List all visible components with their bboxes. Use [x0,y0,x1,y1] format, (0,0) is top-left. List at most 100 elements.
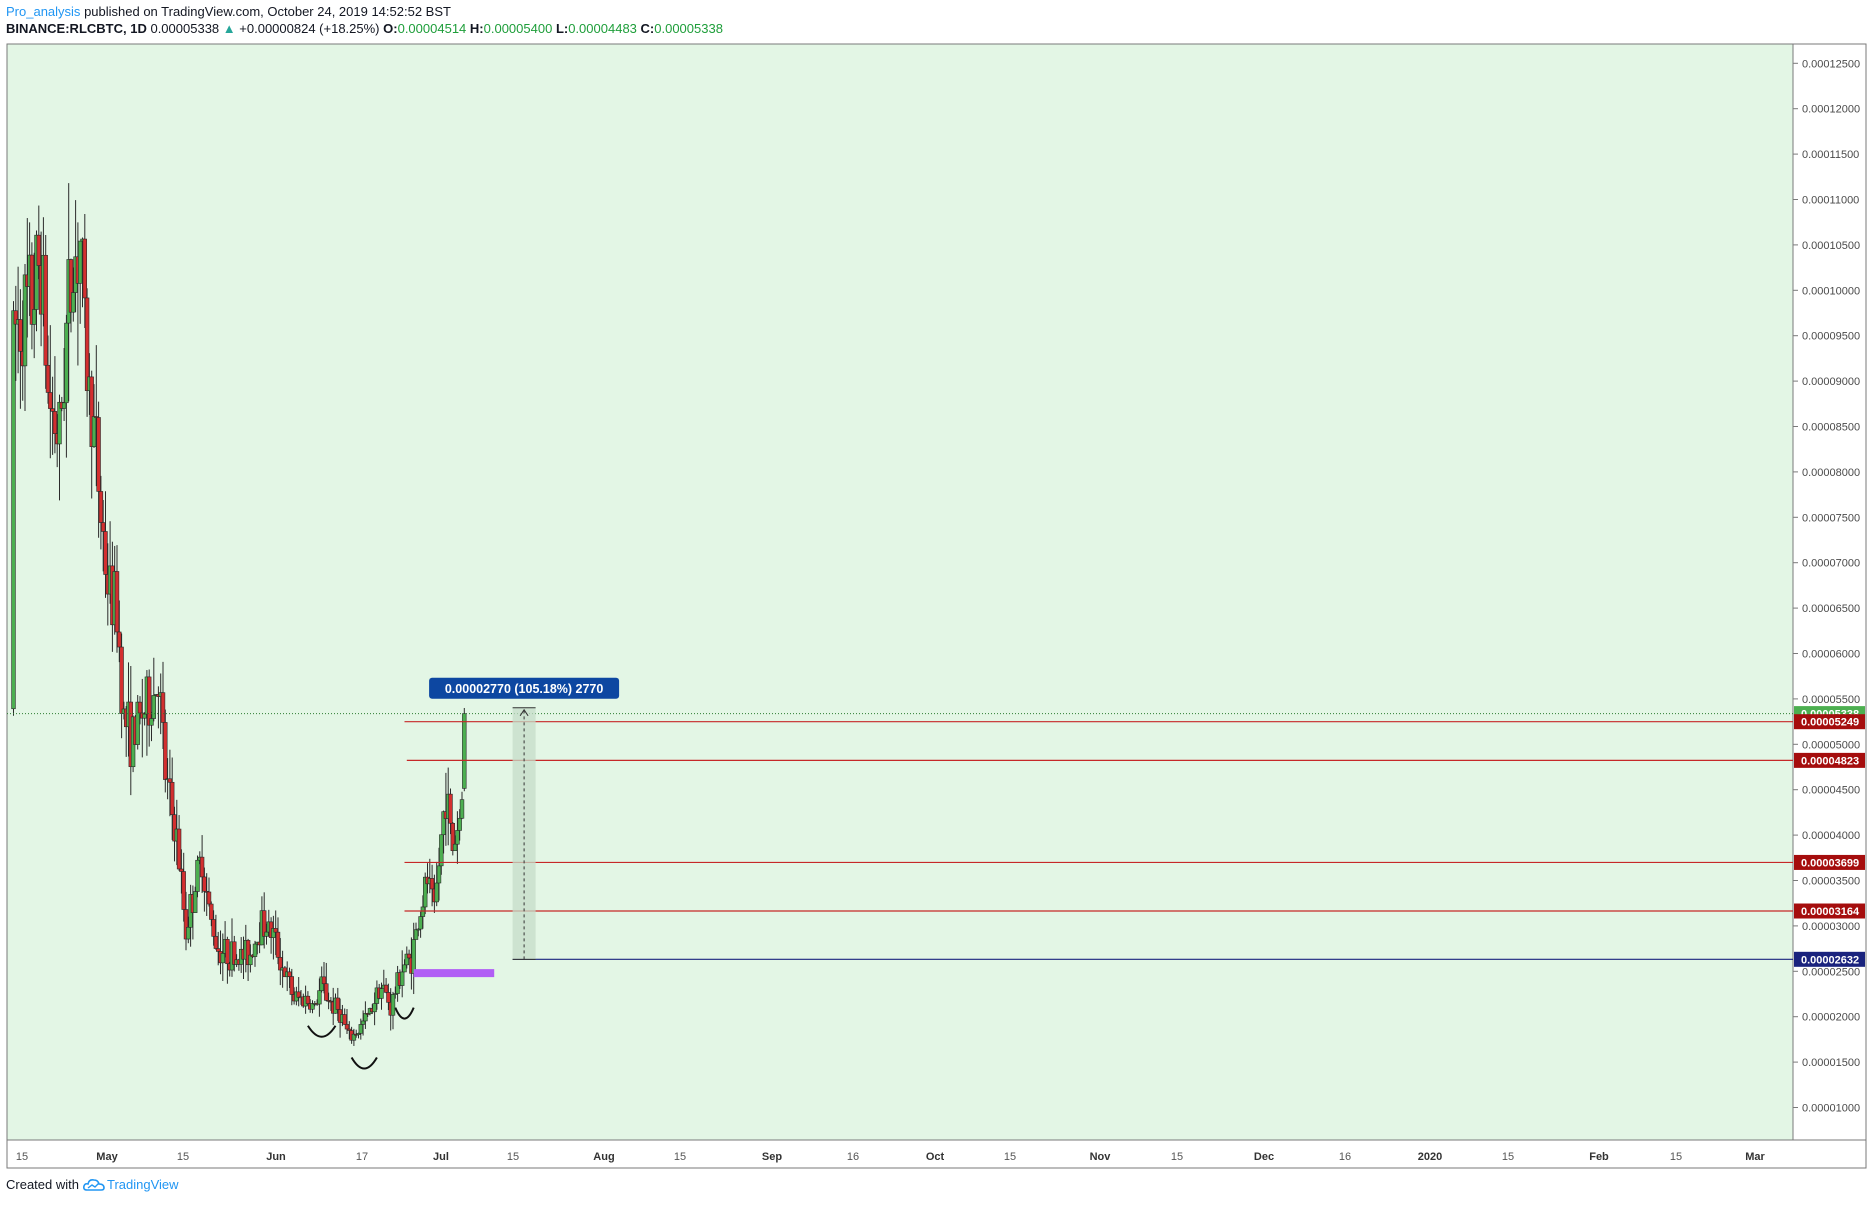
level-price-badge-bg [1794,903,1865,919]
bear-candle [342,1014,347,1025]
bear-candle [96,417,101,492]
pattern-arc [350,1057,378,1070]
bull-candle [360,1020,366,1025]
bear-candle [213,936,219,949]
level-price-badge: 0.00003164 [1801,906,1860,918]
time-tick-label: Dec [1254,1151,1274,1163]
close-label: C: [640,21,655,36]
symbol-label: BINANCE:RLCBTC, 1D [6,21,147,36]
time-tick-label: Feb [1589,1151,1609,1163]
price-tick-label: 0.00005500 [1802,694,1860,706]
bear-candle [179,868,184,872]
price-range-box [512,707,536,960]
bear-candle [176,828,182,870]
time-tick-label: 15 [674,1151,686,1163]
bull-candle [11,310,16,710]
time-tick-label: 15 [507,1151,519,1163]
bull-candle [379,988,384,999]
time-tick-label: 2020 [1418,1151,1442,1163]
time-tick-label: Sep [762,1151,782,1163]
price-tick-label: 0.00004000 [1802,830,1860,842]
time-scale[interactable] [6,1139,1867,1169]
bear-candle [289,976,294,995]
bear-candle [261,910,267,937]
bear-candle [163,722,168,780]
bull-candle [439,834,444,867]
price-badges: 0.000053380.000052490.000048230.00003699… [1794,706,1865,967]
bear-candle [232,941,237,965]
bull-candle [64,322,69,404]
time-tick-label: 15 [1502,1151,1514,1163]
price-tick-label: 0.00003000 [1802,921,1860,933]
bear-candle [275,931,281,958]
bear-candle [48,392,53,409]
price-tick-label: 0.00010000 [1802,285,1860,297]
bull-candle [358,1024,363,1034]
bear-candle [206,891,212,905]
bear-candle [101,522,106,532]
time-tick-label: 15 [1670,1151,1682,1163]
bull-candle [413,929,419,940]
close-value: 0.00005338 [654,21,723,36]
pattern-arc [307,1025,337,1038]
high-value: 0.00005400 [483,21,553,36]
price-tick-label: 0.00006500 [1802,603,1860,615]
price-tick-label: 0.00008500 [1802,422,1860,434]
bull-candle [418,916,423,930]
bull-candle [317,990,322,1005]
bull-candle [434,882,439,903]
bull-candle [195,859,200,892]
price-tick-label: 0.00007500 [1802,512,1860,524]
time-tick-label: 15 [177,1151,189,1163]
price-tick-label: 0.00012500 [1802,58,1860,70]
bull-candle [402,964,407,973]
time-tick-label: 16 [1339,1151,1351,1163]
time-tick-label: 15 [16,1151,28,1163]
bear-candle [202,876,207,892]
bear-candle [52,411,58,434]
price-tick-label: 0.00006000 [1802,649,1860,661]
price-tick-label: 0.00001500 [1802,1057,1860,1069]
bear-candle [211,919,216,937]
bull-candle [462,713,467,789]
bull-candle [31,309,37,325]
tradingview-logo[interactable]: TradingView [82,1177,179,1192]
bear-candle [147,676,152,726]
price-tick-label: 0.00009500 [1802,331,1860,343]
footer: Created with TradingView [6,1177,179,1192]
bull-candle [149,718,154,726]
price-tick-label: 0.00004500 [1802,785,1860,797]
bear-candle [98,491,104,523]
price-chart[interactable]: 0.00002770 (105.18%) 2770 0.000125000.00… [0,0,1873,1170]
bear-candle [84,297,90,392]
bear-candle [103,531,108,575]
bear-candle [82,238,88,299]
bear-candle [287,971,292,977]
arrow-up-icon [519,708,529,717]
price-tick-label: 0.00001000 [1802,1103,1860,1115]
bear-candle [383,984,389,993]
price-tick-label: 0.00007000 [1802,558,1860,570]
time-tick-label: 17 [356,1151,368,1163]
level-price-badge-bg [1794,752,1865,768]
bull-candle [372,1003,377,1013]
price-tick-label: 0.00011000 [1802,195,1859,207]
price-tick-label: 0.00003500 [1802,876,1860,888]
bear-candle [114,571,120,633]
bull-candle [61,402,67,409]
time-tick-label: Mar [1745,1151,1765,1163]
bear-candle [429,878,435,890]
bull-candle [404,953,409,966]
level-price-badge: 0.00003699 [1801,857,1859,869]
plot-area[interactable] [6,43,1794,1141]
bear-candle [273,928,278,933]
author-link[interactable]: Pro_analysis [6,4,81,19]
bull-candle [390,994,396,1016]
bear-candle [36,234,42,266]
bear-candle [209,903,214,920]
created-with-text: Created with [6,1177,79,1192]
bull-candle [363,1013,368,1022]
time-tick-label: Jul [433,1151,449,1163]
time-tick-label: Jun [266,1151,286,1163]
bull-candle [220,953,225,964]
